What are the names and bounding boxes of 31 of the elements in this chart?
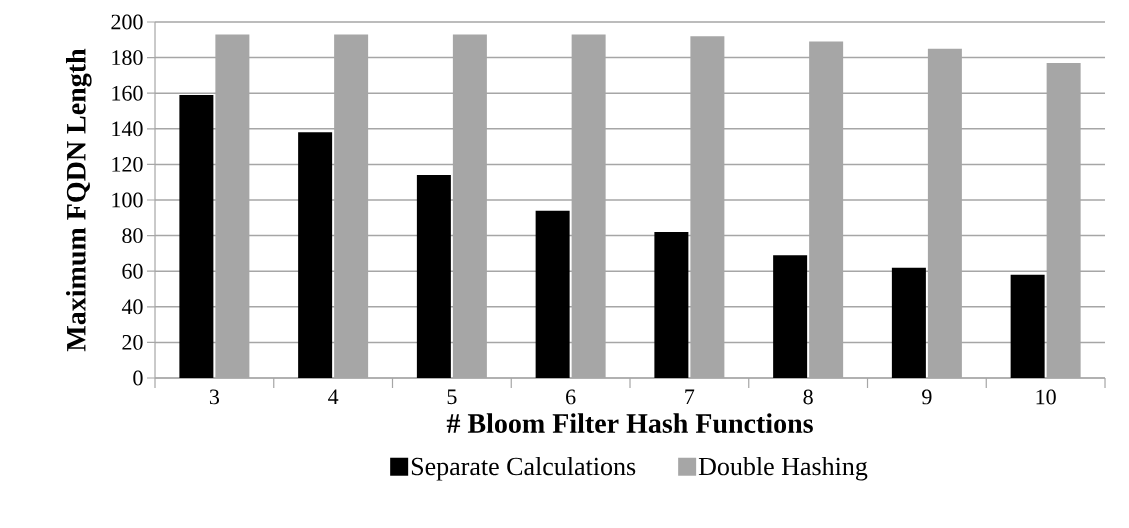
bar bbox=[773, 255, 808, 378]
x-tick-label: 6 bbox=[566, 389, 576, 405]
bar bbox=[298, 132, 333, 378]
y-tick-label: 200 bbox=[111, 14, 143, 30]
x-tick-label: 8 bbox=[803, 389, 813, 405]
bar bbox=[891, 267, 926, 378]
y-axis-title: Maximum FQDN Length bbox=[65, 48, 92, 352]
legend-label: Double Hashing bbox=[698, 456, 868, 481]
y-tick-label: 40 bbox=[121, 299, 143, 315]
x-tick-label: 4 bbox=[328, 389, 339, 405]
bar bbox=[416, 175, 451, 378]
x-tick-label: 7 bbox=[685, 389, 695, 404]
y-tick-label: 80 bbox=[122, 228, 143, 244]
x-tick-label: 10 bbox=[1036, 389, 1056, 405]
x-tick-label: 9 bbox=[922, 389, 932, 405]
y-tick-label: 60 bbox=[122, 263, 143, 279]
bar bbox=[535, 210, 570, 378]
y-tick-label: 140 bbox=[112, 121, 143, 137]
bar bbox=[179, 94, 214, 378]
y-tick-label: 180 bbox=[112, 50, 143, 66]
bar bbox=[1010, 274, 1045, 378]
legend-label: Separate Calculations bbox=[411, 456, 636, 481]
x-tick-label: 3 bbox=[209, 389, 220, 405]
y-tick-label: 100 bbox=[112, 192, 143, 208]
y-tick-label: 0 bbox=[133, 370, 143, 386]
bar bbox=[654, 232, 689, 378]
y-tick-label: 120 bbox=[112, 156, 143, 172]
y-tick-label: 20 bbox=[122, 334, 143, 350]
y-tick-label: 160 bbox=[112, 85, 143, 101]
x-tick-label: 5 bbox=[447, 389, 457, 405]
x-axis-title: # Bloom Filter Hash Functions bbox=[446, 413, 813, 434]
